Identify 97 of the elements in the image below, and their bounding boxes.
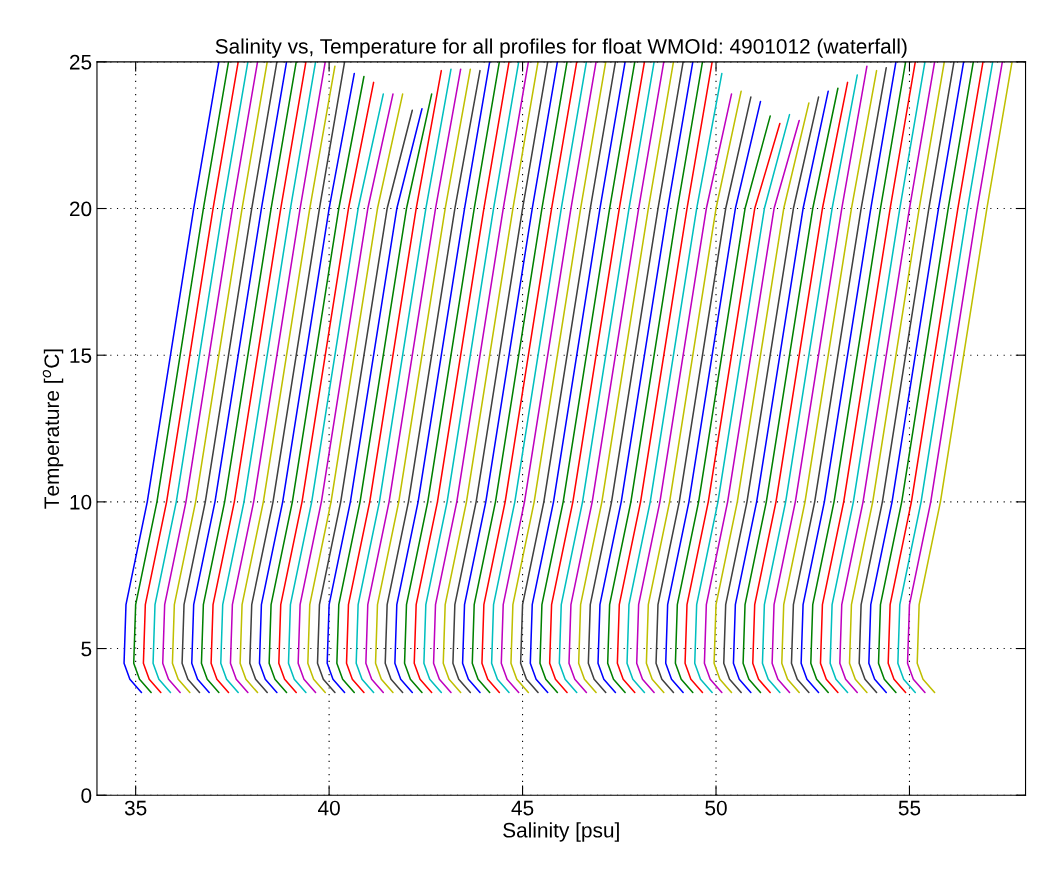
line-series	[336, 93, 433, 694]
line-series	[819, 61, 917, 694]
x-tick-label: 55	[898, 800, 921, 816]
line-series	[752, 81, 849, 694]
line-series	[597, 61, 694, 694]
line-series	[848, 61, 946, 694]
line-series	[906, 61, 1004, 694]
line-series	[432, 61, 530, 694]
y-tick-label: 5	[81, 641, 92, 657]
line-series	[539, 61, 636, 694]
line-series	[403, 61, 501, 694]
line-series	[481, 61, 578, 694]
line-series	[548, 61, 646, 694]
line-series	[471, 61, 568, 694]
line-series	[568, 61, 665, 694]
line-series	[452, 61, 549, 694]
line-series	[858, 61, 955, 694]
line-series	[664, 100, 762, 694]
line-series	[761, 74, 859, 694]
line-series	[355, 68, 452, 694]
line-series	[558, 61, 655, 694]
line-series	[297, 93, 394, 694]
line-series	[384, 69, 481, 694]
line-series	[674, 115, 771, 694]
line-series	[713, 102, 810, 694]
line-series	[171, 61, 268, 694]
line-series	[742, 87, 839, 694]
line-series	[278, 81, 375, 694]
x-tick-label: 40	[318, 800, 340, 816]
line-series	[529, 61, 626, 694]
line-series	[655, 96, 752, 694]
line-series	[839, 61, 936, 694]
x-tick-label: 35	[124, 800, 147, 816]
line-series	[693, 113, 791, 694]
line-series	[394, 61, 491, 694]
line-series	[461, 61, 559, 694]
line-series	[132, 61, 230, 694]
line-series	[577, 61, 675, 694]
line-series	[732, 90, 829, 694]
line-series	[442, 61, 539, 694]
line-series	[142, 61, 239, 694]
line-series	[268, 75, 365, 694]
line-series	[510, 61, 607, 694]
line-series	[897, 61, 994, 694]
line-series	[519, 61, 617, 694]
y-tick-label: 20	[69, 201, 92, 217]
line-series	[635, 93, 733, 694]
line-series	[810, 61, 907, 694]
line-series	[220, 61, 317, 694]
x-tick-label: 50	[705, 800, 727, 816]
y-tick-label: 25	[69, 54, 92, 70]
line-series	[423, 61, 520, 694]
y-tick-label: 0	[81, 788, 92, 803]
line-series	[152, 61, 249, 694]
line-series	[781, 69, 878, 694]
line-series	[249, 61, 346, 694]
line-series	[316, 109, 414, 694]
line-series	[190, 61, 288, 694]
line-series	[374, 68, 472, 694]
line-series	[645, 90, 742, 694]
line-series	[123, 61, 220, 694]
line-series	[307, 93, 404, 694]
line-series	[800, 61, 897, 694]
line-series	[877, 61, 975, 694]
line-series	[606, 61, 704, 694]
line-series	[326, 108, 423, 694]
line-series	[887, 61, 984, 694]
line-series	[771, 65, 868, 694]
y-tick-label: 10	[70, 494, 92, 510]
line-series	[181, 61, 278, 694]
line-series	[200, 61, 297, 694]
line-series	[790, 66, 888, 694]
line-series	[916, 61, 1013, 694]
line-series	[229, 61, 327, 694]
line-series	[365, 68, 462, 694]
line-series	[829, 61, 926, 694]
line-series	[258, 72, 356, 694]
line-series	[490, 61, 588, 694]
line-series	[684, 122, 781, 694]
chart-title: Salinity vs, Temperature for all profiles for float WMOId: 4901012 (waterfall)	[215, 38, 907, 58]
y-tick-label: 15	[70, 348, 92, 363]
y-axis-title: Temperature [$^{o}$C]	[42, 349, 64, 509]
x-axis-title: Salinity [psu]	[503, 822, 619, 842]
line-series	[703, 119, 800, 694]
line-series	[616, 61, 713, 694]
line-series	[413, 61, 510, 694]
line-series	[587, 61, 684, 694]
line-series	[500, 61, 597, 694]
line-series	[161, 61, 259, 694]
line-series	[868, 61, 965, 694]
line-series	[210, 61, 307, 694]
line-series	[287, 93, 385, 694]
line-series	[626, 72, 723, 694]
x-tick-label: 45	[511, 800, 534, 816]
line-series	[722, 96, 820, 694]
line-series	[239, 65, 336, 694]
line-series	[345, 69, 443, 694]
